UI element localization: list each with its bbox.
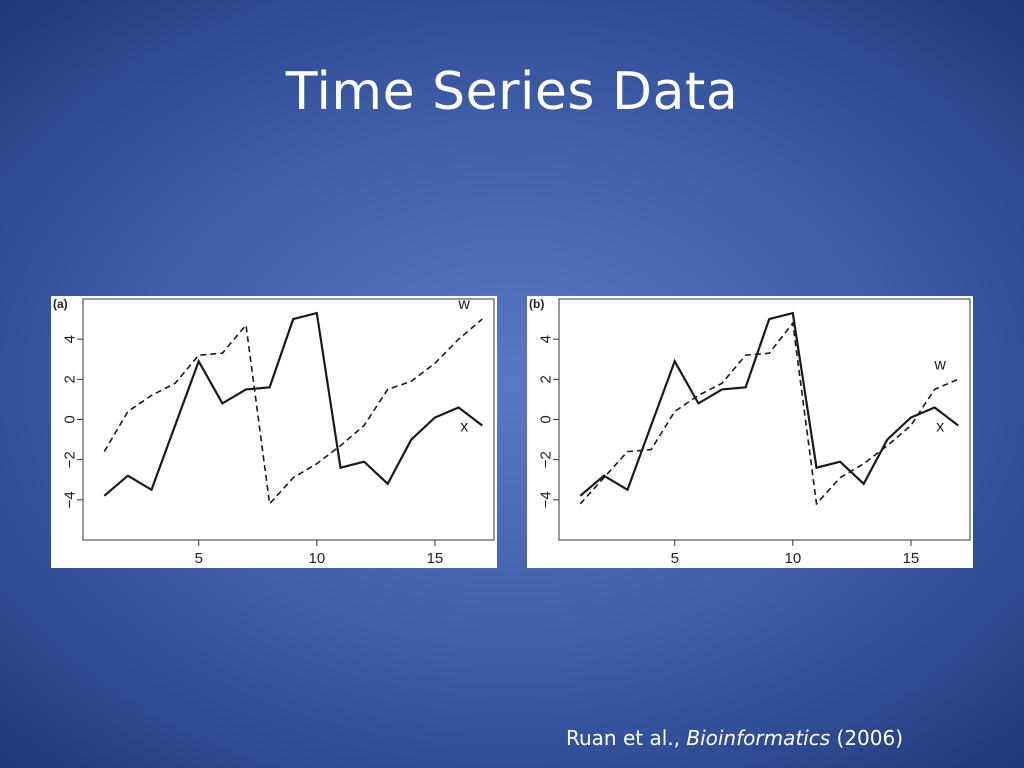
chart-a-series-w-line <box>103 318 483 506</box>
chart-b-panel-label: (b) <box>529 297 544 311</box>
chart-b-series-x-label: x <box>936 419 944 436</box>
chart-a-y-tick-label: −2 <box>62 451 79 468</box>
chart-b-y-tick-label: 0 <box>538 415 555 423</box>
citation-journal: Bioinformatics <box>686 726 831 750</box>
chart-panel-b: (b) 5 10 15 −4 −2 0 2 4 x w <box>527 296 973 568</box>
chart-b-series-x-line <box>579 311 959 497</box>
chart-b-y-tick-label: −2 <box>538 451 555 468</box>
citation: Ruan et al., Bioinformatics (2006) <box>566 726 903 750</box>
chart-b-y-tick-label: 2 <box>538 375 555 383</box>
chart-panel-a: (a) 5 10 15 −4 −2 0 2 4 x w <box>51 296 497 568</box>
chart-a-y-tick-label: 0 <box>62 415 79 423</box>
chart-a-y-tick-label: −4 <box>62 491 79 508</box>
chart-a-svg: (a) 5 10 15 −4 −2 0 2 4 x w <box>53 296 495 567</box>
chart-a-series-x-label: x <box>460 419 468 436</box>
chart-b-y-tick-label: 4 <box>538 335 555 343</box>
chart-b-y-tick-label: −4 <box>538 491 555 508</box>
citation-year: (2006) <box>830 726 904 750</box>
chart-a-x-tick-label: 15 <box>427 550 444 567</box>
citation-authors: Ruan et al., <box>566 726 687 750</box>
chart-b-x-tick-label: 5 <box>671 550 679 567</box>
chart-a-x-tick-label: 10 <box>309 550 326 567</box>
chart-a-x-tick-label: 5 <box>195 550 203 567</box>
chart-b-svg: (b) 5 10 15 −4 −2 0 2 4 x w <box>529 297 971 567</box>
chart-a-series-x-line <box>103 311 483 497</box>
chart-a-y-tick-label: 2 <box>62 375 79 383</box>
slide-title: Time Series Data <box>285 62 739 122</box>
chart-b-series-w-label: w <box>933 356 946 373</box>
chart-a-panel-label: (a) <box>53 297 68 311</box>
chart-b-x-tick-label: 10 <box>785 550 802 567</box>
chart-b-x-tick-label: 15 <box>903 550 920 567</box>
chart-a-y-tick-label: 4 <box>62 335 79 343</box>
chart-a-series-w-label: w <box>457 296 470 313</box>
chart-b-series-w-line <box>579 321 959 506</box>
